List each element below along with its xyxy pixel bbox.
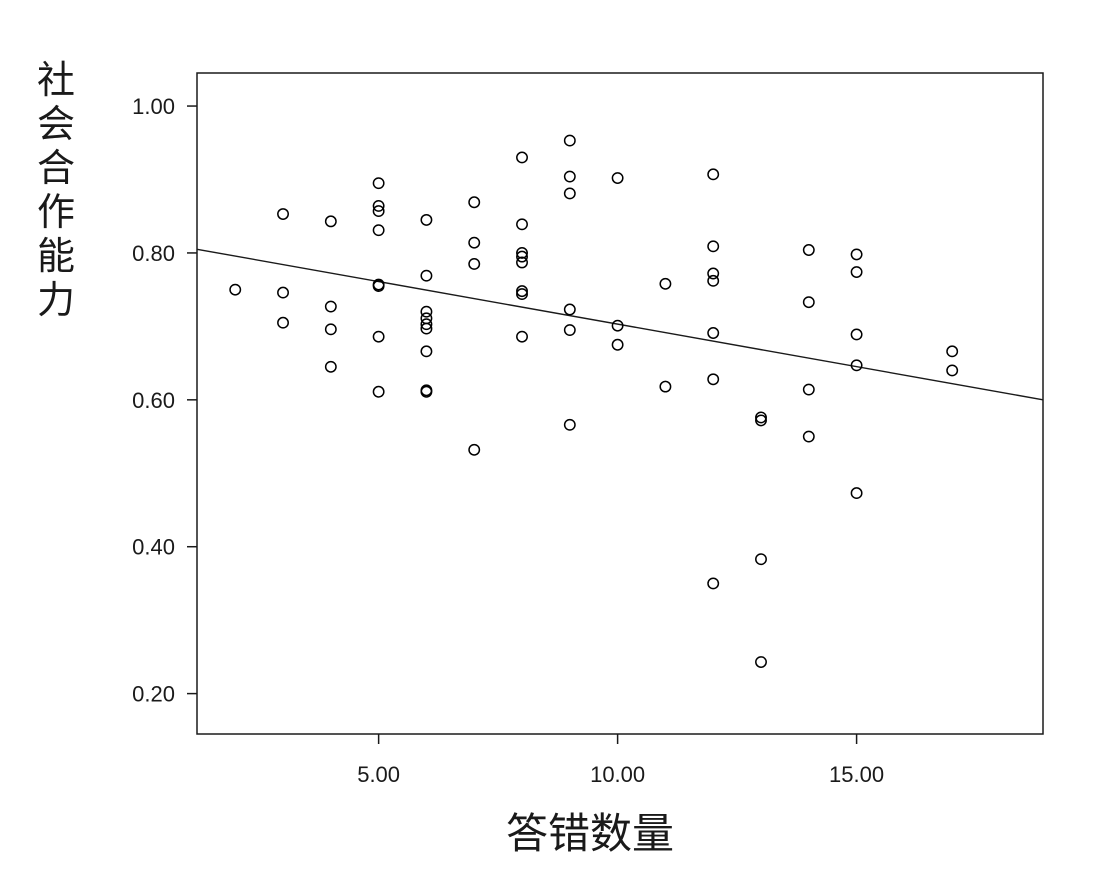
data-point — [802, 383, 815, 396]
data-point — [707, 274, 720, 287]
data-point — [946, 364, 959, 377]
x-axis-title: 答错数量 — [505, 809, 674, 858]
data-point — [324, 300, 337, 313]
data-point — [707, 577, 720, 590]
data-point — [420, 345, 433, 358]
y-axis: 0.20 0.40 0.60 0.80 1.00 — [132, 94, 197, 707]
data-point — [802, 430, 815, 443]
y-tick-label: 0.40 — [132, 535, 175, 560]
data-point — [563, 170, 576, 183]
data-point — [277, 316, 289, 329]
regression-line — [196, 248, 1044, 401]
data-point — [420, 269, 433, 282]
data-point — [324, 215, 337, 228]
data-point — [707, 327, 720, 339]
data-point — [563, 134, 576, 147]
data-point — [802, 296, 815, 309]
y-axis-title: 社会合作能力 — [36, 58, 75, 322]
data-point — [420, 305, 433, 318]
plot-area — [196, 72, 1044, 735]
data-point — [420, 318, 433, 331]
x-tick-label: 5.00 — [357, 762, 400, 787]
data-point — [707, 240, 720, 253]
data-point — [372, 177, 385, 190]
data-point — [420, 213, 433, 226]
data-point — [372, 385, 385, 398]
x-tick-label: 15.00 — [829, 762, 884, 787]
data-point — [516, 250, 528, 263]
data-point — [611, 338, 624, 351]
y-tick-label: 1.00 — [132, 94, 175, 119]
data-point — [516, 256, 528, 269]
data-point — [755, 553, 767, 566]
data-point — [516, 151, 528, 164]
data-point — [516, 246, 528, 259]
data-point — [707, 267, 720, 280]
data-point — [468, 258, 481, 270]
data-point — [468, 236, 481, 249]
data-point — [372, 280, 385, 292]
data-point — [516, 288, 528, 301]
data-point — [659, 277, 672, 290]
data-point — [611, 172, 624, 184]
data-point — [802, 244, 815, 256]
data-point — [516, 330, 528, 343]
data-point — [277, 286, 289, 299]
data-point — [755, 411, 767, 424]
data-point — [850, 328, 863, 341]
data-point — [563, 303, 576, 316]
data-point — [850, 359, 863, 372]
data-point — [372, 205, 385, 218]
y-tick-label: 0.20 — [132, 682, 175, 707]
data-point — [563, 324, 576, 337]
data-point — [372, 199, 385, 212]
data-point — [707, 373, 720, 386]
y-tick-label: 0.60 — [132, 388, 175, 413]
data-point — [468, 443, 481, 456]
data-point — [229, 283, 242, 296]
data-point — [324, 360, 337, 373]
data-point — [277, 208, 289, 220]
data-points — [229, 134, 959, 668]
data-point — [516, 218, 528, 231]
data-point — [659, 380, 672, 393]
data-point — [850, 487, 863, 500]
data-point — [611, 319, 624, 332]
data-point — [516, 285, 528, 298]
data-point — [563, 418, 576, 431]
data-point — [324, 323, 337, 336]
data-point — [420, 385, 433, 398]
data-point — [563, 187, 576, 200]
data-point — [372, 330, 385, 343]
x-tick-label: 10.00 — [590, 762, 645, 787]
x-axis: 5.00 10.00 15.00 — [357, 734, 884, 787]
data-point — [420, 322, 433, 335]
data-point — [468, 196, 481, 209]
data-point — [850, 248, 863, 261]
data-point — [372, 224, 385, 237]
data-point — [707, 168, 720, 181]
data-point — [755, 414, 767, 427]
y-tick-label: 0.80 — [132, 241, 175, 266]
data-point — [755, 656, 767, 668]
data-point — [850, 266, 863, 278]
data-point — [946, 345, 959, 358]
